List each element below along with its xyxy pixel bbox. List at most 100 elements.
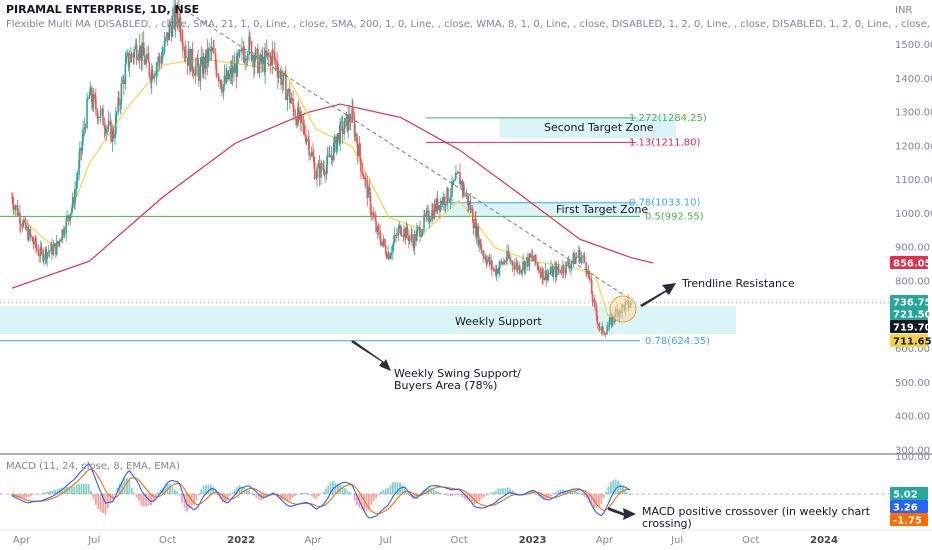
macd-histogram-bar [391,482,394,494]
candle-body [591,293,594,303]
macd-histogram-bar [262,494,265,500]
macd-histogram-bar [257,494,260,500]
macd-histogram-bar [514,492,516,494]
candle-body [602,326,604,334]
candle-body [281,80,284,85]
candle-body [301,115,303,123]
price-tick-label: 1000.00 [895,209,932,220]
candle-body [545,270,547,281]
candle-body [89,87,92,96]
candle-body [17,212,20,216]
candle-body [163,40,166,53]
macd-histogram-bar [533,491,536,494]
candle-body [223,75,226,85]
candle-body [300,111,302,116]
candle-body [379,230,381,240]
candle-body [225,70,228,82]
price-tick-label: 1200.00 [895,141,932,152]
macd-histogram-bar [554,492,557,494]
candle-body [568,265,571,269]
macd-histogram-bar [396,482,399,494]
candle-body [555,266,558,277]
annotation-swing-support-line1: Weekly Swing Support/ [394,367,521,380]
candle-body [293,106,295,116]
macd-histogram-bar [207,484,210,494]
candle-body [105,128,108,134]
candle-body [55,241,58,255]
candle-body [295,118,298,126]
candle-body [353,117,356,137]
candle-body [297,107,300,121]
candle-body [352,108,354,118]
candle-body [233,63,236,73]
candle-body [467,195,469,206]
zone-label-first-target: First Target Zone [556,203,648,216]
candle-body [444,204,447,206]
candle-body [253,60,256,67]
candle-body [199,63,202,81]
price-badge-value: 711.65 [893,337,932,348]
candle-body [508,257,511,259]
candle-body [509,258,512,262]
candle-body [220,80,222,88]
macd-histogram-bar [511,490,514,494]
candle-body [606,330,608,335]
candle-body [236,52,238,77]
macd-histogram-bar [437,491,440,494]
macd-histogram-bar [370,494,373,505]
macd-histogram-bar [291,494,294,498]
macd-histogram-bar [629,494,631,495]
candle-body [97,117,100,119]
macd-histogram-bar [39,493,42,495]
candle-body [276,60,278,71]
macd-histogram-bar [44,492,47,494]
candle-body [69,213,72,221]
candle-body [459,180,462,185]
candle-body [532,258,535,261]
candle-body [154,74,156,76]
candle-body [420,234,423,237]
price-tick-label: 500.00 [895,378,930,389]
macd-histogram-bar [341,486,344,494]
candle-body [19,212,21,224]
macd-histogram-bar [75,484,78,494]
candle-body [84,127,87,129]
macd-histogram-bar [528,491,531,494]
macd-histogram-bar [231,492,234,494]
candle-body [469,201,472,211]
candle-body [133,49,135,58]
candle-body [483,255,485,257]
candle-body [74,188,76,204]
candle-body [53,243,56,247]
candle-body [609,317,611,321]
candle-body [269,55,272,66]
candle-body [35,246,38,250]
macd-histogram-bar [387,487,389,494]
time-axis[interactable]: Apr Jul Oct 2022 Apr Jul Oct 2023 Apr Jul Oct 2024 [13,535,838,546]
macd-histogram-bar [145,494,148,507]
candle-body [361,171,364,175]
candle-body [479,239,482,249]
candle-body [169,24,171,26]
candle-body [522,261,524,270]
candle-body [63,229,65,235]
macd-histogram-bar [590,494,593,507]
macd-pane[interactable]: MACD (11, 24, close, 8, EMA, EMA) MACD p… [0,461,890,530]
price-axis[interactable]: 1500.00 1400.00 1300.00 1200.00 1100.00 1000.… [895,40,932,463]
macd-histogram-bar [221,494,224,502]
candle-body [242,47,245,55]
macd-histogram-bar [406,492,409,494]
macd-histogram-bar [363,494,366,511]
macd-histogram-bar [241,486,243,494]
macd-histogram-bar [403,487,406,494]
macd-histogram-bar [336,483,339,494]
candle-body [573,253,575,264]
candle-body [419,226,421,237]
macd-histogram-bar [377,494,380,495]
candle-body [362,174,365,180]
macd-histogram-bar [401,484,404,494]
candle-body [71,197,74,209]
macd-histogram-bar [63,487,66,494]
